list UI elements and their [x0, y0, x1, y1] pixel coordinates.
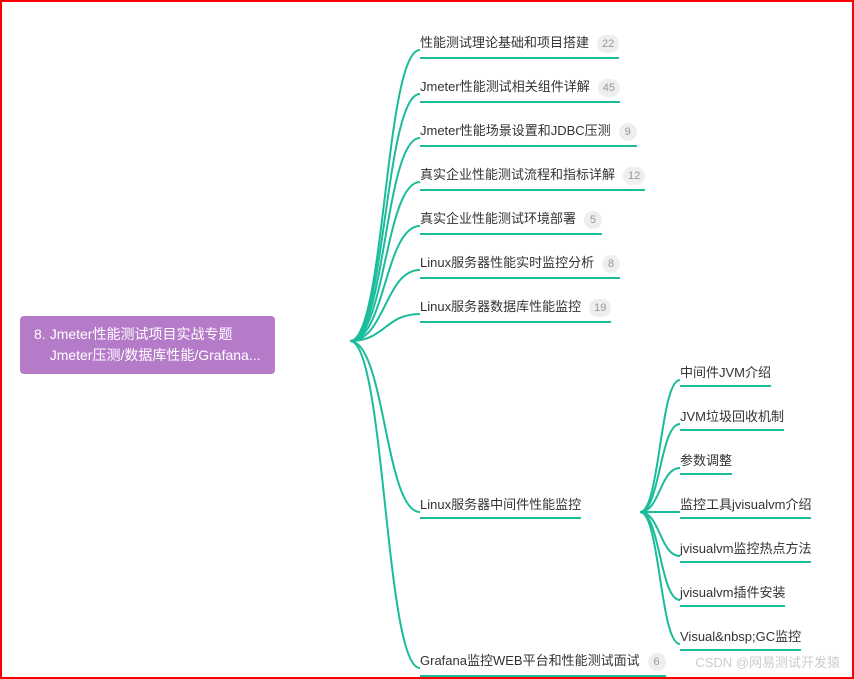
child-label: Linux服务器中间件性能监控	[420, 497, 581, 512]
grandchild-label: jvisualvm监控热点方法	[680, 541, 811, 556]
count-badge: 45	[598, 79, 620, 97]
child-node[interactable]: Jmeter性能场景设置和JDBC压测 9	[420, 120, 637, 145]
child-node[interactable]: 真实企业性能测试流程和指标详解 12	[420, 164, 645, 189]
child-node[interactable]: 真实企业性能测试环境部署 5	[420, 208, 602, 233]
child-label: 真实企业性能测试流程和指标详解	[420, 167, 615, 182]
root-line2: Jmeter压测/数据库性能/Grafana...	[50, 347, 261, 363]
child-node[interactable]: 性能测试理论基础和项目搭建 22	[420, 32, 619, 57]
count-badge: 19	[589, 299, 611, 317]
grandchild-label: 监控工具jvisualvm介绍	[680, 497, 811, 512]
root-node[interactable]: 8.Jmeter性能测试项目实战专题 0.Jmeter压测/数据库性能/Graf…	[20, 316, 275, 374]
grandchild-label: jvisualvm插件安装	[680, 585, 785, 600]
child-label: 性能测试理论基础和项目搭建	[420, 35, 589, 50]
child-node[interactable]: Linux服务器性能实时监控分析 8	[420, 252, 620, 277]
child-label: Jmeter性能场景设置和JDBC压测	[420, 123, 611, 138]
child-label: Grafana监控WEB平台和性能测试面试	[420, 653, 640, 668]
grandchild-node[interactable]: 监控工具jvisualvm介绍	[680, 494, 811, 517]
grandchild-label: 中间件JVM介绍	[680, 365, 771, 380]
grandchild-label: 参数调整	[680, 453, 732, 468]
child-label: Linux服务器性能实时监控分析	[420, 255, 594, 270]
count-badge: 8	[602, 255, 620, 273]
count-badge: 22	[597, 35, 619, 53]
count-badge: 6	[648, 653, 666, 671]
child-node[interactable]: Grafana监控WEB平台和性能测试面试 6	[420, 650, 666, 675]
grandchild-node[interactable]: jvisualvm插件安装	[680, 582, 785, 605]
grandchild-node[interactable]: jvisualvm监控热点方法	[680, 538, 811, 561]
count-badge: 12	[623, 167, 645, 185]
child-label: Jmeter性能测试相关组件详解	[420, 79, 590, 94]
grandchild-label: Visual&nbsp;GC监控	[680, 629, 801, 644]
grandchild-label: JVM垃圾回收机制	[680, 409, 784, 424]
child-node[interactable]: Linux服务器中间件性能监控	[420, 494, 581, 517]
watermark: CSDN @网易测试开发猿	[695, 652, 840, 671]
child-label: 真实企业性能测试环境部署	[420, 211, 576, 226]
root-number: 8.	[34, 324, 46, 345]
count-badge: 5	[584, 211, 602, 229]
grandchild-node[interactable]: 参数调整	[680, 450, 732, 473]
count-badge: 9	[619, 123, 637, 141]
child-node[interactable]: Linux服务器数据库性能监控 19	[420, 296, 611, 321]
grandchild-node[interactable]: 中间件JVM介绍	[680, 362, 771, 385]
grandchild-node[interactable]: Visual&nbsp;GC监控	[680, 626, 801, 649]
grandchild-node[interactable]: JVM垃圾回收机制	[680, 406, 784, 429]
mindmap-canvas: 8.Jmeter性能测试项目实战专题 0.Jmeter压测/数据库性能/Graf…	[0, 0, 854, 679]
child-node[interactable]: Jmeter性能测试相关组件详解 45	[420, 76, 620, 101]
root-line1: Jmeter性能测试项目实战专题	[50, 326, 233, 342]
child-label: Linux服务器数据库性能监控	[420, 299, 581, 314]
